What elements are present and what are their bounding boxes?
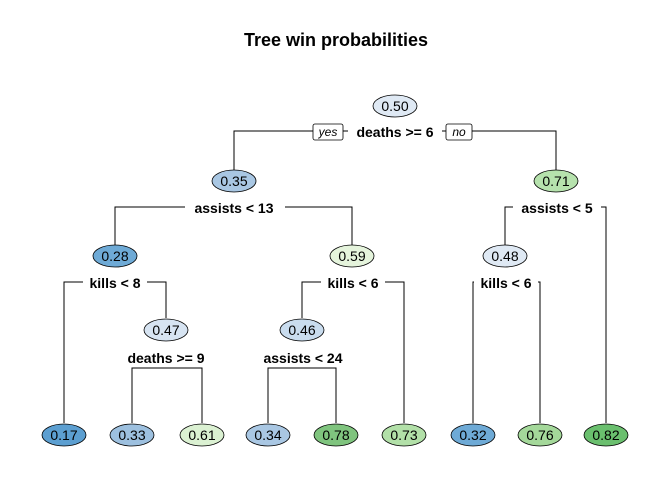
node-value: 0.73 — [390, 427, 417, 443]
leaf-node: 0.76 — [517, 423, 563, 447]
leaf-node: 0.34 — [245, 423, 291, 447]
yes-label: yes — [318, 125, 338, 139]
no-label: no — [452, 125, 466, 139]
edge-n3-split — [504, 206, 607, 423]
node-value: 0.59 — [338, 248, 365, 264]
split-label: kills < 6 — [481, 275, 532, 291]
node-value: 0.46 — [288, 322, 315, 338]
tree-node: 0.59 — [329, 244, 375, 268]
leaf-node: 0.73 — [381, 423, 427, 447]
node-value: 0.32 — [459, 427, 486, 443]
tree-nodes: 0.50 0.35 0.71 0.28 0.59 0.48 0.47 0.46 … — [41, 94, 629, 447]
node-value: 0.82 — [592, 427, 619, 443]
node-value: 0.76 — [526, 427, 553, 443]
split-label: kills < 6 — [328, 275, 379, 291]
edge-n7-split — [131, 367, 203, 423]
leaf-node: 0.78 — [313, 423, 359, 447]
tree-node: 0.71 — [533, 169, 579, 193]
diagram-title: Tree win probabilities — [244, 30, 428, 50]
edge-n6-split — [472, 281, 541, 423]
tree-node: 0.28 — [92, 244, 138, 268]
node-value: 0.17 — [50, 427, 77, 443]
node-value: 0.71 — [542, 173, 569, 189]
tree-node: 0.48 — [482, 244, 528, 268]
node-value: 0.48 — [491, 248, 518, 264]
node-value: 0.47 — [152, 322, 179, 338]
leaf-node: 0.61 — [179, 423, 225, 447]
tree-node: 0.47 — [143, 318, 189, 342]
node-value: 0.34 — [254, 427, 281, 443]
node-value: 0.78 — [322, 427, 349, 443]
leaf-node: 0.82 — [583, 423, 629, 447]
leaf-node: 0.17 — [41, 423, 87, 447]
no-box — [445, 123, 473, 141]
split-label: kills < 8 — [90, 275, 141, 291]
leaf-node: 0.33 — [109, 423, 155, 447]
yes-box — [312, 123, 344, 141]
split-label: deaths >= 6 — [356, 124, 433, 140]
split-label: deaths >= 9 — [127, 350, 204, 366]
split-label: assists < 5 — [521, 200, 592, 216]
leaf-node: 0.32 — [450, 423, 496, 447]
tree-node: 0.50 — [372, 94, 418, 118]
tree-node: 0.35 — [211, 169, 257, 193]
split-label: assists < 13 — [194, 200, 273, 216]
node-value: 0.35 — [220, 173, 247, 189]
split-labels: deaths >= 6 assists < 13 assists < 5 kil… — [83, 122, 601, 366]
split-label: assists < 24 — [263, 350, 342, 366]
tree-node: 0.46 — [279, 318, 325, 342]
node-value: 0.28 — [101, 248, 128, 264]
node-value: 0.50 — [381, 98, 408, 114]
node-value: 0.33 — [118, 427, 145, 443]
edge-direction-labels: yes no — [312, 123, 473, 141]
edge-n8-split — [267, 367, 337, 423]
node-value: 0.61 — [188, 427, 215, 443]
